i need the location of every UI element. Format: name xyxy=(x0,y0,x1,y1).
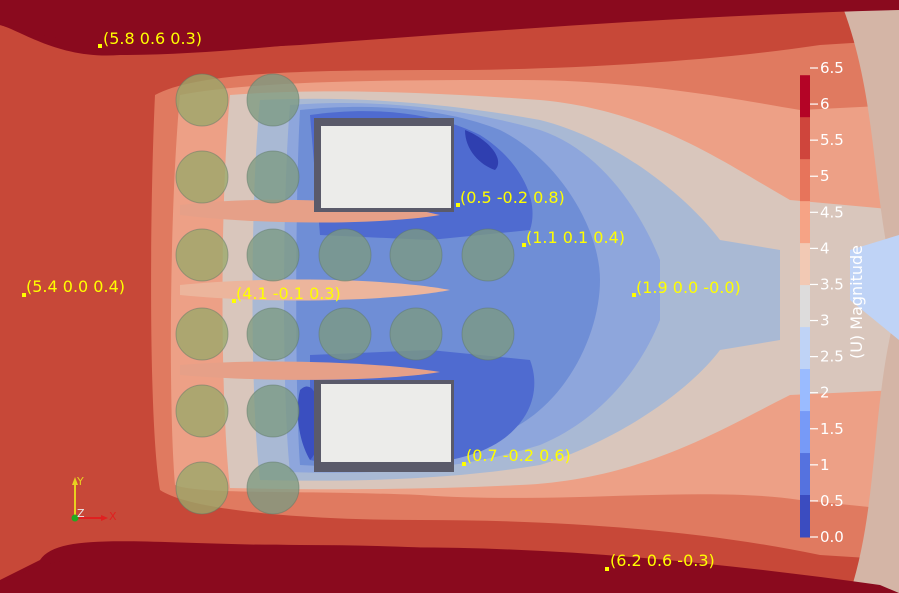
scalar-bar-bands xyxy=(800,75,810,538)
scalar-bar-band xyxy=(800,75,810,118)
scalar-bar-tick-label: 5 xyxy=(820,167,830,185)
scalar-bar-band xyxy=(800,327,810,370)
scalar-bar-tick-label: 4 xyxy=(820,239,830,257)
sphere xyxy=(175,307,229,361)
probe-label: (1.9 0.0 -0.0) xyxy=(636,278,741,297)
sphere xyxy=(246,150,300,204)
sphere xyxy=(461,228,515,282)
scalar-bar-tick-label: 1.5 xyxy=(820,420,844,438)
probe-label: (0.7 -0.2 0.6) xyxy=(466,446,571,465)
scalar-bar-band xyxy=(800,243,810,286)
scalar-bar-tick-label: 2.5 xyxy=(820,348,844,366)
scalar-bar-tick-label: 4.5 xyxy=(820,203,844,221)
sphere xyxy=(389,307,443,361)
scalar-bar[interactable]: 6.5 6 5.5 5 4.5 4 3.5 3 2.5 2 1.5 1 0.5 0.0 (U) Magni… xyxy=(800,59,866,546)
sphere xyxy=(246,73,300,127)
sphere-array xyxy=(175,73,515,515)
sphere xyxy=(175,150,229,204)
probe-label: (0.5 -0.2 0.8) xyxy=(460,188,565,207)
probe-marker xyxy=(98,44,102,48)
probe-label: (4.1 -0.1 0.3) xyxy=(236,284,341,303)
sphere xyxy=(461,307,515,361)
scalar-bar-tick-label: 0.5 xyxy=(820,492,844,510)
probe-label: (5.8 0.6 0.3) xyxy=(103,29,202,48)
sphere xyxy=(175,461,229,515)
scalar-bar-band xyxy=(800,453,810,496)
scalar-bar-band xyxy=(800,159,810,202)
probe-marker xyxy=(605,567,609,571)
sphere xyxy=(175,73,229,127)
probe-marker xyxy=(456,203,460,207)
sphere xyxy=(246,307,300,361)
scalar-bar-tick-label: 0.0 xyxy=(820,528,844,546)
axis-z-label: Z xyxy=(77,507,85,520)
obstacle-box-top xyxy=(314,118,454,212)
scalar-bar-band xyxy=(800,285,810,328)
scalar-bar-band xyxy=(800,411,810,454)
scalar-bar-tick-label: 2 xyxy=(820,384,830,402)
scalar-bar-tick-label: 3 xyxy=(820,312,830,330)
probe-marker xyxy=(462,462,466,466)
probe-label: (5.4 0.0 0.4) xyxy=(26,277,125,296)
scalar-bar-tick-label: 3.5 xyxy=(820,275,844,293)
scalar-bar-tick-label: 1 xyxy=(820,456,830,474)
sphere xyxy=(246,384,300,438)
sphere xyxy=(318,228,372,282)
scalar-bar-band xyxy=(800,117,810,160)
scalar-bar-band xyxy=(800,495,810,538)
probe-marker xyxy=(232,299,236,303)
axis-y-label: Y xyxy=(76,475,84,488)
sphere xyxy=(389,228,443,282)
sphere xyxy=(246,461,300,515)
scalar-bar-band xyxy=(800,369,810,412)
orientation-axes-widget: Y Z X xyxy=(71,475,117,523)
sphere xyxy=(246,228,300,282)
probe-marker xyxy=(522,243,526,247)
sphere xyxy=(175,228,229,282)
sphere xyxy=(175,384,229,438)
probe-marker xyxy=(632,293,636,297)
probe-marker xyxy=(22,293,26,297)
scalar-bar-tick-label: 5.5 xyxy=(820,131,844,149)
obstacle-box-bottom xyxy=(314,380,454,472)
axis-x-label: X xyxy=(109,510,117,523)
probe-annotations: (5.8 0.6 0.3) (0.5 -0.2 0.8) (1.1 0.1 0.… xyxy=(22,29,741,571)
scalar-bar-ticks: 6.5 6 5.5 5 4.5 4 3.5 3 2.5 2 1.5 1 0.5 0.0 xyxy=(810,59,844,546)
probe-label: (6.2 0.6 -0.3) xyxy=(610,551,715,570)
scalar-bar-tick-label: 6 xyxy=(820,95,830,113)
scalar-bar-tick-label: 6.5 xyxy=(820,59,844,77)
sphere xyxy=(318,307,372,361)
scalar-bar-band xyxy=(800,201,810,244)
scalar-bar-title: (U) Magnitude xyxy=(847,245,866,359)
probe-label: (1.1 0.1 0.4) xyxy=(526,228,625,247)
